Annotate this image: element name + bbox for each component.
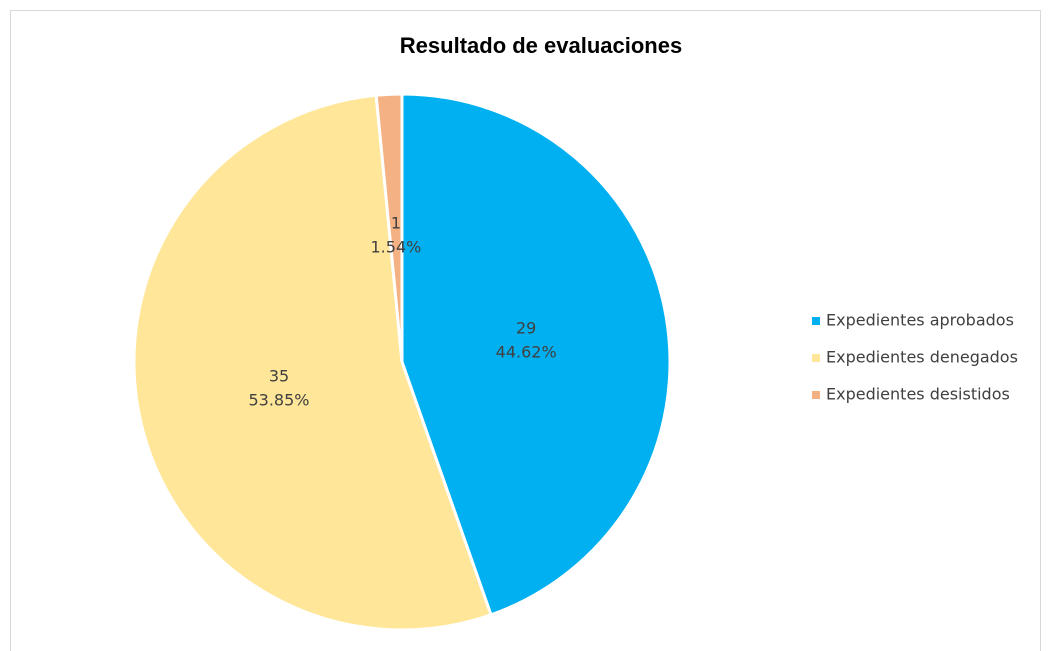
chart-title: Resultado de evaluaciones (400, 33, 682, 58)
pie-slice (400, 92, 672, 617)
legend-label: Expedientes desistidos (826, 385, 1010, 404)
percent-label: 44.62% (496, 342, 557, 361)
data-label: 29 (516, 318, 536, 337)
pie-slice (132, 93, 493, 632)
legend-swatch (812, 354, 820, 362)
percent-label: 53.85% (248, 391, 309, 410)
data-label: 1 (391, 214, 401, 233)
legend-swatch (812, 317, 820, 325)
pie-slice (374, 92, 404, 363)
data-label: 35 (269, 367, 289, 386)
legend-label: Expedientes denegados (826, 348, 1018, 367)
percent-label: 1.54% (371, 238, 422, 257)
legend-swatch (812, 391, 820, 399)
legend-label: Expedientes aprobados (826, 311, 1014, 330)
